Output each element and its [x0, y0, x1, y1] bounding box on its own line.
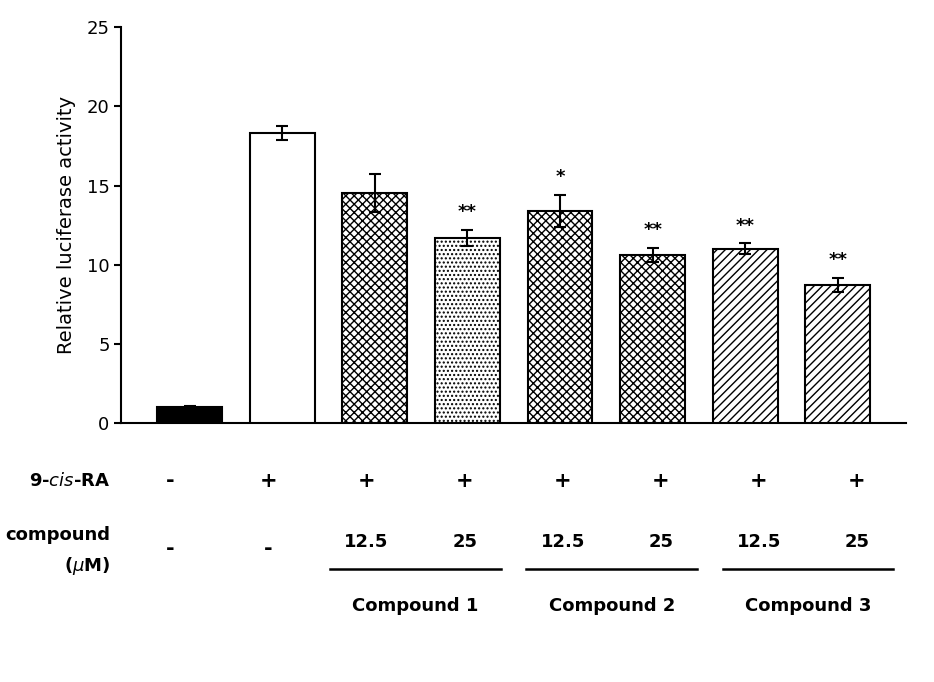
- Text: +: +: [456, 471, 474, 491]
- Text: 12.5: 12.5: [737, 533, 781, 551]
- Bar: [620, 255, 685, 423]
- Bar: [713, 249, 778, 423]
- Text: ($\mu$M): ($\mu$M): [64, 555, 110, 577]
- Text: *: *: [556, 168, 565, 186]
- Text: Compound 1: Compound 1: [352, 597, 479, 614]
- Text: 12.5: 12.5: [345, 533, 389, 551]
- Text: 25: 25: [648, 533, 673, 551]
- Bar: [528, 211, 592, 423]
- Text: **: **: [828, 252, 847, 269]
- Bar: [157, 407, 222, 423]
- Text: +: +: [260, 471, 277, 491]
- Text: +: +: [652, 471, 670, 491]
- Bar: [343, 194, 407, 423]
- Text: 25: 25: [452, 533, 477, 551]
- Text: 12.5: 12.5: [541, 533, 585, 551]
- Text: Compound 3: Compound 3: [744, 597, 871, 614]
- Text: compound: compound: [6, 527, 110, 544]
- Text: **: **: [458, 203, 477, 221]
- Text: **: **: [644, 221, 662, 239]
- Text: 9-$\it{cis}$-RA: 9-$\it{cis}$-RA: [29, 472, 110, 490]
- Text: Compound 2: Compound 2: [548, 597, 675, 614]
- Text: -: -: [166, 471, 175, 491]
- Bar: [435, 238, 500, 423]
- Bar: [805, 285, 870, 423]
- Text: **: **: [736, 217, 755, 235]
- Text: -: -: [166, 539, 175, 559]
- Text: 25: 25: [844, 533, 870, 551]
- Text: +: +: [358, 471, 375, 491]
- Text: +: +: [554, 471, 572, 491]
- Text: -: -: [264, 539, 273, 559]
- Bar: [249, 133, 315, 423]
- Text: +: +: [848, 471, 866, 491]
- Y-axis label: Relative luciferase activity: Relative luciferase activity: [56, 96, 76, 354]
- Text: +: +: [750, 471, 768, 491]
